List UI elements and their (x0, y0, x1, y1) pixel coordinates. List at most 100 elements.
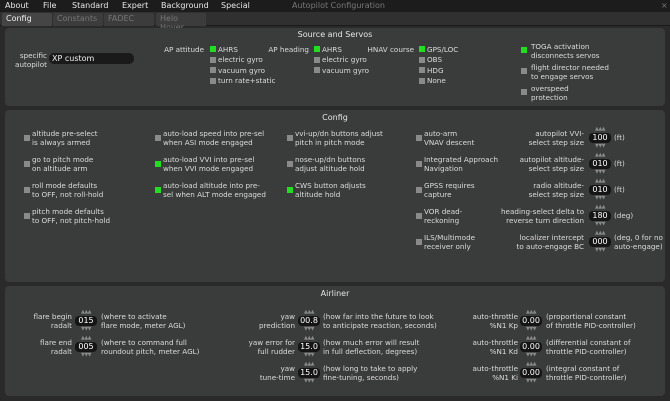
servo-checkbox[interactable] (521, 89, 527, 95)
radio-hdg[interactable] (419, 67, 425, 73)
radio-electric-gyro[interactable] (314, 56, 320, 63)
spinner-value[interactable]: 180 (589, 211, 611, 221)
config-checkbox[interactable] (287, 161, 293, 167)
radio-electric-gyro[interactable] (210, 56, 216, 63)
config-checkbox[interactable] (287, 187, 293, 193)
radio-turn-rate-static[interactable] (210, 77, 216, 84)
menu-expert[interactable]: Expert (122, 1, 149, 10)
decrement-arrows[interactable]: ▼▼▼ (525, 326, 537, 332)
spinner-value[interactable]: 010 (589, 159, 611, 169)
value-spinner[interactable]: ▲▲▲ 005 ▼▼▼ (75, 335, 97, 359)
config-checkbox[interactable] (24, 187, 30, 193)
increment-arrows[interactable]: ▲▲▲ (594, 178, 606, 184)
config-checkbox[interactable] (416, 239, 422, 245)
decrement-arrows[interactable]: ▼▼▼ (303, 378, 315, 384)
decrement-arrows[interactable]: ▼▼▼ (594, 169, 606, 175)
increment-arrows[interactable]: ▲▲▲ (594, 126, 606, 132)
value-spinner[interactable]: ▲▲▲ 015 ▼▼▼ (75, 309, 97, 333)
tab-config[interactable]: Config (2, 13, 52, 26)
menu-special[interactable]: Special (221, 1, 250, 10)
radio-ahrs[interactable] (210, 46, 216, 52)
config-checkbox[interactable] (24, 213, 30, 219)
radio-none[interactable] (419, 77, 425, 84)
value-spinner[interactable]: ▲▲▲ 0.00 ▼▼▼ (520, 309, 542, 333)
checkbox-label: flight director needed to engage servos (531, 63, 609, 81)
spinner-value[interactable]: 15.0 (298, 342, 320, 352)
field-label: auto-throttle %N1 Ki (472, 364, 518, 382)
menu-file[interactable]: File (43, 1, 57, 10)
tab-constants[interactable]: Constants (53, 13, 103, 26)
spinner-value[interactable]: 15.0 (298, 368, 320, 378)
menu-background[interactable]: Background (161, 1, 209, 10)
spinner-value[interactable]: 005 (75, 342, 97, 352)
servo-checkbox[interactable] (521, 68, 527, 74)
tab-fadec[interactable]: FADEC (104, 13, 154, 26)
source-and-servos-panel: Source and Servos (5, 28, 665, 106)
config-checkbox[interactable] (24, 161, 30, 167)
decrement-arrows[interactable]: ▼▼▼ (525, 378, 537, 384)
servo-checkbox[interactable] (521, 47, 527, 53)
specific-autopilot-label: specific autopilot (15, 51, 47, 69)
spinner-value[interactable]: 0.00 (520, 368, 542, 378)
config-checkbox[interactable] (155, 161, 161, 167)
radio-obs[interactable] (419, 56, 425, 63)
increment-arrows[interactable]: ▲▲▲ (80, 335, 92, 341)
increment-arrows[interactable]: ▲▲▲ (594, 204, 606, 210)
spinner-value[interactable]: 0.00 (520, 316, 542, 326)
increment-arrows[interactable]: ▲▲▲ (594, 230, 606, 236)
value-spinner[interactable]: ▲▲▲ 15.0 ▼▼▼ (298, 361, 320, 385)
increment-arrows[interactable]: ▲▲▲ (525, 335, 537, 341)
decrement-arrows[interactable]: ▼▼▼ (594, 195, 606, 201)
value-spinner[interactable]: ▲▲▲ 000 ▼▼▼ (589, 230, 611, 254)
value-spinner[interactable]: ▲▲▲ 010 ▼▼▼ (589, 178, 611, 202)
group-label: HNAV course (367, 45, 414, 54)
spinner-value[interactable]: 015 (75, 316, 97, 326)
decrement-arrows[interactable]: ▼▼▼ (303, 326, 315, 332)
value-spinner[interactable]: ▲▲▲ 00.8 ▼▼▼ (298, 309, 320, 333)
increment-arrows[interactable]: ▲▲▲ (594, 152, 606, 158)
value-spinner[interactable]: ▲▲▲ 0.00 ▼▼▼ (520, 361, 542, 385)
radio-gps-loc[interactable] (419, 46, 425, 52)
decrement-arrows[interactable]: ▼▼▼ (80, 352, 92, 358)
spinner-value[interactable]: 100 (589, 133, 611, 143)
decrement-arrows[interactable]: ▼▼▼ (525, 352, 537, 358)
decrement-arrows[interactable]: ▼▼▼ (80, 326, 92, 332)
config-checkbox[interactable] (155, 135, 161, 141)
specific-autopilot-input[interactable]: XP custom (49, 53, 134, 64)
increment-arrows[interactable]: ▲▲▲ (80, 309, 92, 315)
config-checkbox[interactable] (287, 135, 293, 141)
value-spinner[interactable]: ▲▲▲ 100 ▼▼▼ (589, 126, 611, 150)
config-checkbox[interactable] (416, 213, 422, 219)
spinner-value[interactable]: 010 (589, 185, 611, 195)
config-checkbox[interactable] (416, 187, 422, 193)
config-checkbox[interactable] (416, 135, 422, 141)
value-spinner[interactable]: ▲▲▲ 180 ▼▼▼ (589, 204, 611, 228)
decrement-arrows[interactable]: ▼▼▼ (594, 247, 606, 253)
checkbox-label: altitude pre-select is always armed (32, 129, 98, 147)
value-spinner[interactable]: ▲▲▲ 010 ▼▼▼ (589, 152, 611, 176)
increment-arrows[interactable]: ▲▲▲ (303, 335, 315, 341)
spinner-value[interactable]: 000 (589, 237, 611, 247)
decrement-arrows[interactable]: ▼▼▼ (594, 143, 606, 149)
value-spinner[interactable]: ▲▲▲ 0.00 ▼▼▼ (520, 335, 542, 359)
increment-arrows[interactable]: ▲▲▲ (303, 309, 315, 315)
tab-helo-hover[interactable]: Helo Hover (156, 13, 206, 32)
radio-ahrs[interactable] (314, 46, 320, 52)
config-checkbox[interactable] (24, 135, 30, 141)
config-checkbox[interactable] (155, 187, 161, 193)
decrement-arrows[interactable]: ▼▼▼ (594, 221, 606, 227)
field-label: auto-throttle %N1 Kp (472, 312, 518, 330)
spinner-value[interactable]: 00.8 (298, 316, 320, 326)
config-checkbox[interactable] (416, 161, 422, 167)
spinner-value[interactable]: 0.00 (520, 342, 542, 352)
radio-vacuum-gyro[interactable] (314, 67, 320, 73)
increment-arrows[interactable]: ▲▲▲ (525, 361, 537, 367)
increment-arrows[interactable]: ▲▲▲ (303, 361, 315, 367)
increment-arrows[interactable]: ▲▲▲ (525, 309, 537, 315)
close-icon[interactable]: × (661, 1, 668, 10)
value-spinner[interactable]: ▲▲▲ 15.0 ▼▼▼ (298, 335, 320, 359)
menu-standard[interactable]: Standard (72, 1, 109, 10)
decrement-arrows[interactable]: ▼▼▼ (303, 352, 315, 358)
menu-about[interactable]: About (5, 1, 29, 10)
radio-vacuum-gyro[interactable] (210, 67, 216, 73)
